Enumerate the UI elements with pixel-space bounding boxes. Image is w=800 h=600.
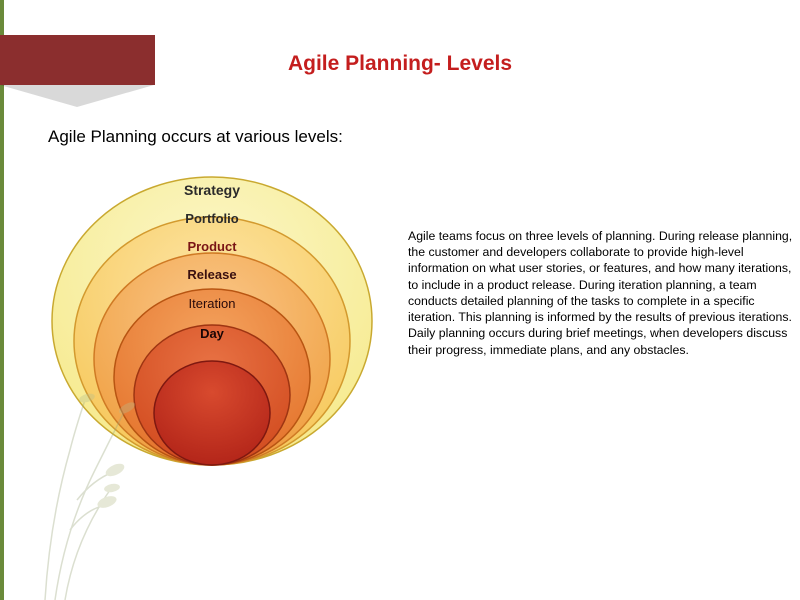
corner-accent-shadow: [0, 85, 154, 107]
slide-title: Agile Planning- Levels: [0, 52, 800, 76]
onion-label-iteration: Iteration: [189, 296, 236, 311]
onion-layer-day: [154, 361, 270, 465]
onion-label-release: Release: [187, 267, 236, 282]
onion-label-strategy: Strategy: [184, 182, 240, 198]
onion-svg: Strategy Portfolio Product Release Iteration…: [42, 175, 382, 485]
onion-label-product: Product: [187, 239, 237, 254]
onion-label-day: Day: [200, 326, 225, 341]
onion-diagram: Strategy Portfolio Product Release Iteration…: [42, 175, 382, 485]
description-text: Agile teams focus on three levels of pla…: [408, 228, 800, 358]
onion-label-portfolio: Portfolio: [185, 211, 238, 226]
slide-subtitle: Agile Planning occurs at various levels:: [48, 127, 343, 147]
